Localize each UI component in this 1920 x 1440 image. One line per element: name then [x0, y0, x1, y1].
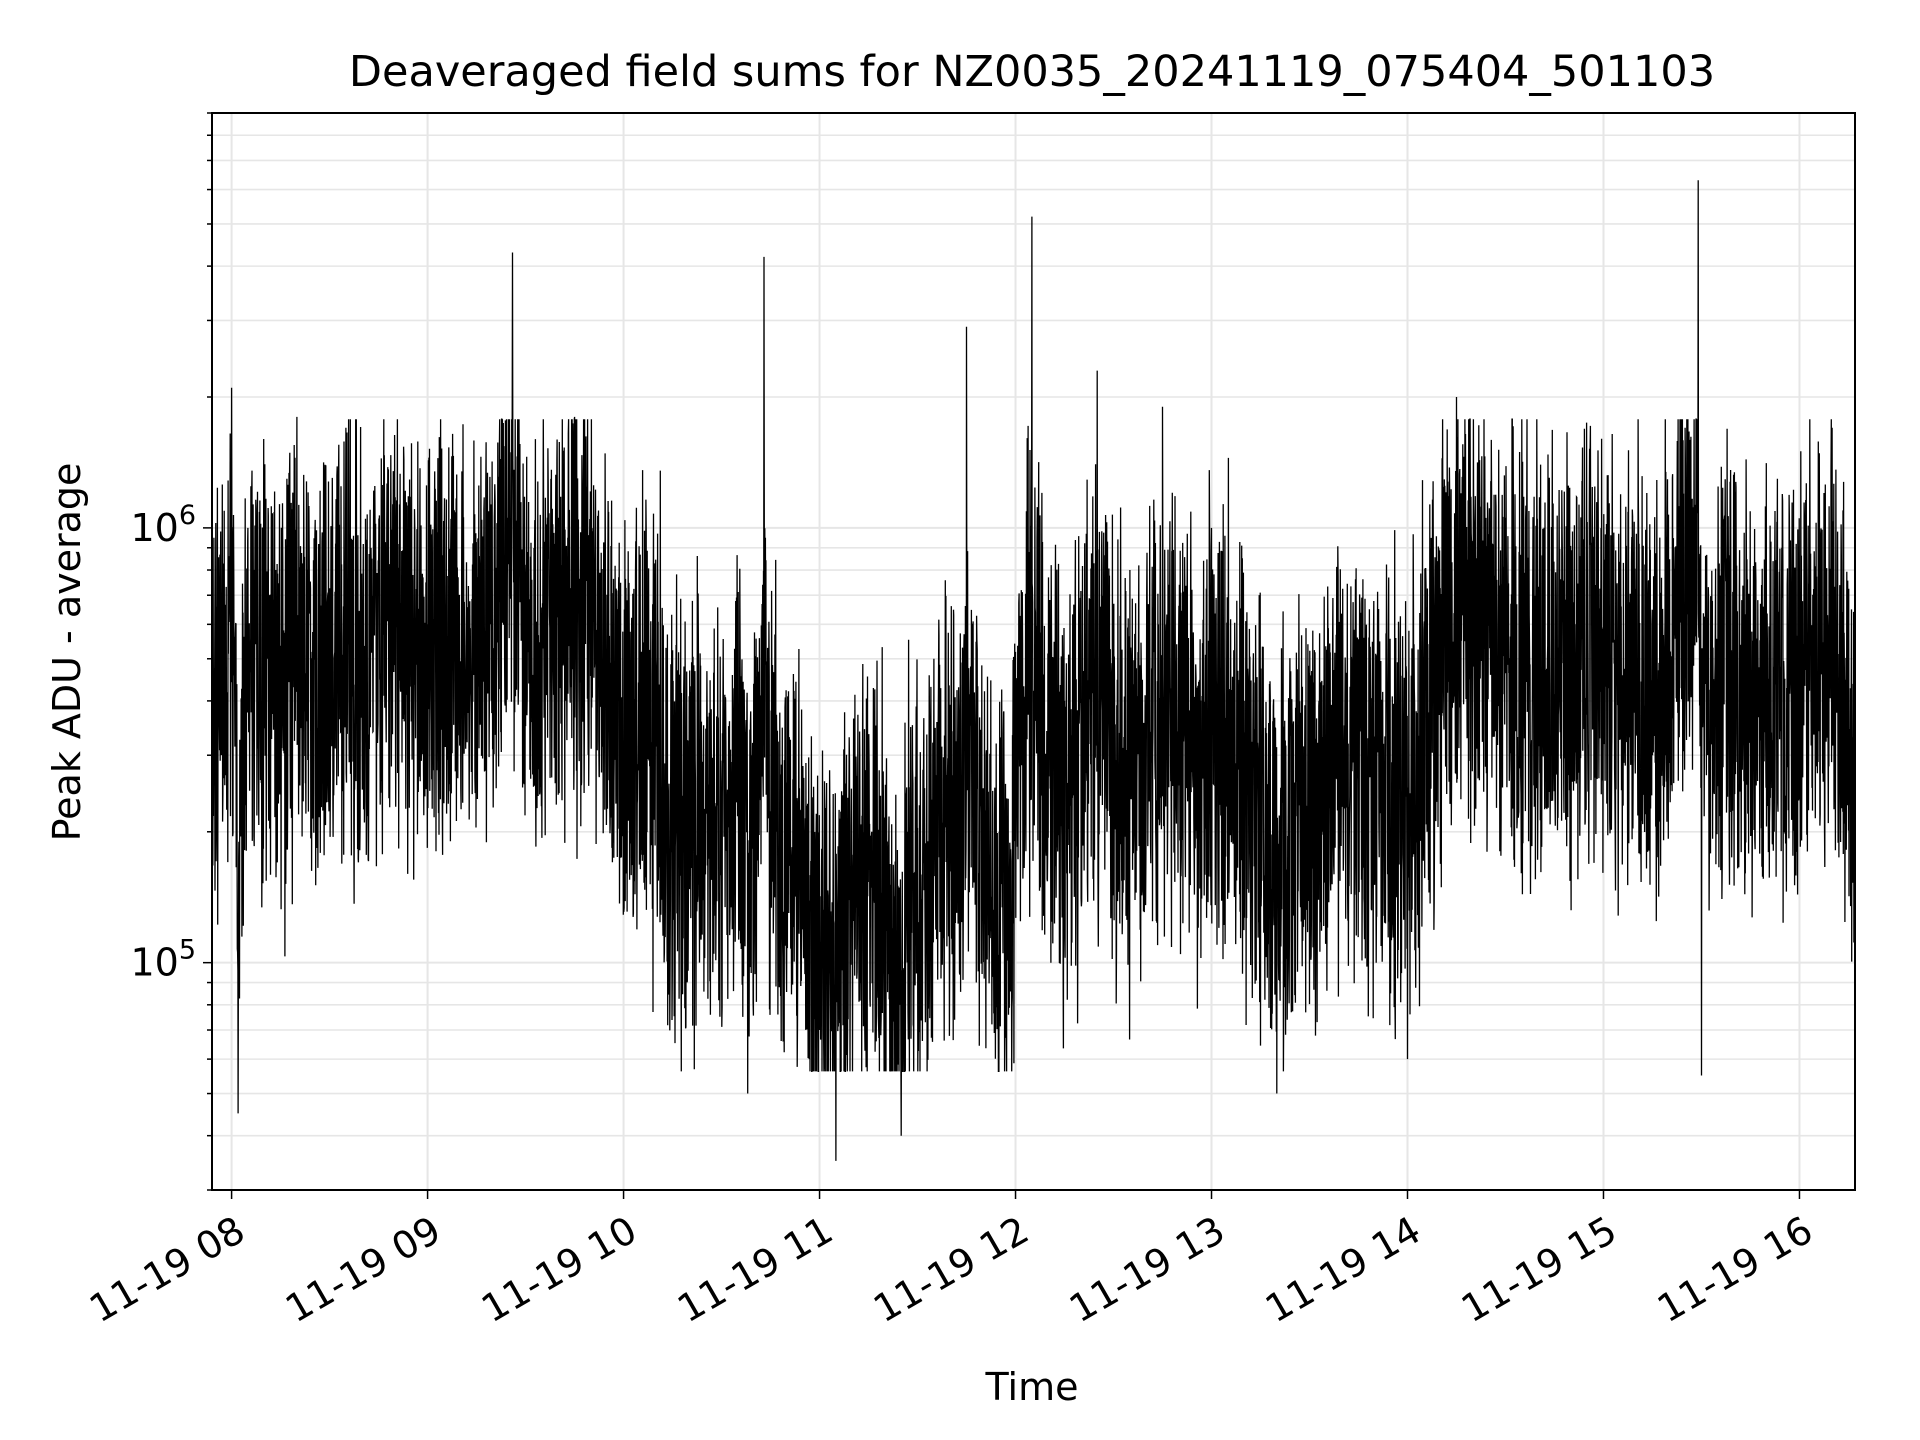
y-tick-label: 106 [130, 500, 196, 550]
plot-frame [211, 112, 1856, 1191]
chart-title: Deaveraged field sums for NZ0035_2024111… [349, 47, 1715, 97]
x-axis-label: Time [985, 1365, 1079, 1409]
y-tick-label: 105 [130, 935, 196, 985]
y-axis-label: Peak ADU - average [45, 463, 89, 842]
series-line [212, 180, 1855, 1161]
series-line-layer [212, 180, 1855, 1161]
